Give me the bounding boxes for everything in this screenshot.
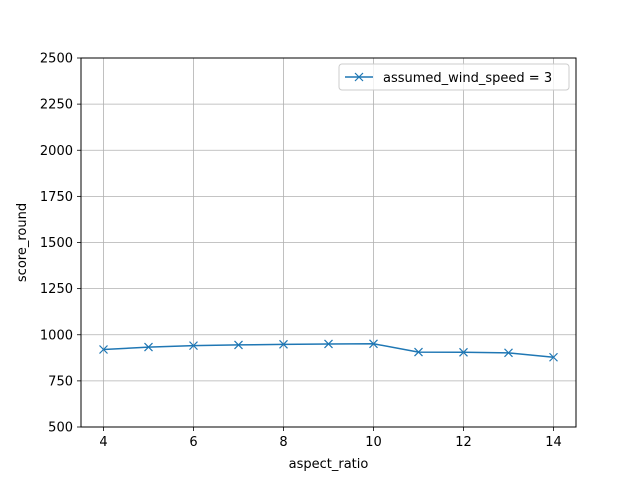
marker-stroke [459,347,468,357]
y-tick-label: 1750 [40,190,73,205]
series-layer [99,339,558,362]
data-point-x-marker [144,342,153,352]
marker-stroke [369,339,378,349]
data-point-x-marker [549,352,558,362]
y-tick-label: 2000 [40,144,73,159]
data-point-x-marker [189,341,198,351]
marker-stroke [324,339,333,349]
grid-lines [81,57,576,428]
marker-stroke [549,352,558,362]
data-point-x-marker [324,339,333,349]
data-point-x-marker [369,339,378,349]
marker-stroke [354,72,364,82]
y-axis-ticks: 500 750 1000 1250 1500 1750 2000 2250 2500 [40,52,81,436]
y-tick-label: 1500 [40,236,73,251]
x-tick-label: 8 [279,435,287,450]
y-tick-label: 2250 [40,98,73,113]
marker-stroke [99,345,108,354]
x-tick-label: 4 [99,435,107,450]
data-point-x-marker [504,348,513,358]
y-tick-label: 2500 [40,52,73,67]
marker-stroke [504,348,513,358]
data-point-x-marker [279,339,288,349]
x-axis-ticks: 4 6 8 10 12 14 [99,427,562,450]
y-tick-label: 750 [48,374,73,389]
x-tick-label: 6 [189,435,197,450]
marker-stroke [144,342,153,352]
marker-stroke [279,339,288,349]
data-point-x-marker [414,347,423,357]
data-point-x-marker [459,347,468,357]
legend-box [338,63,570,91]
legend-entry-label: assumed_wind_speed = 3 [383,71,552,86]
x-tick-label: 14 [545,435,562,450]
x-axis-label: aspect_ratio [289,457,369,472]
marker-stroke [234,340,243,350]
data-point-x-marker [99,345,108,354]
legend-x-marker-icon [354,72,364,82]
y-axis-label: score_round [15,203,30,282]
y-tick-label: 1000 [40,328,73,343]
y-tick-label: 1250 [40,282,73,297]
series-line [103,343,554,359]
y-tick-label: 500 [48,421,73,436]
x-tick-label: 10 [365,435,382,450]
legend: assumed_wind_speed = 3 [338,63,570,91]
x-tick-label: 12 [455,435,472,450]
marker-stroke [189,341,198,351]
data-point-x-marker [234,340,243,350]
marker-stroke [414,347,423,357]
